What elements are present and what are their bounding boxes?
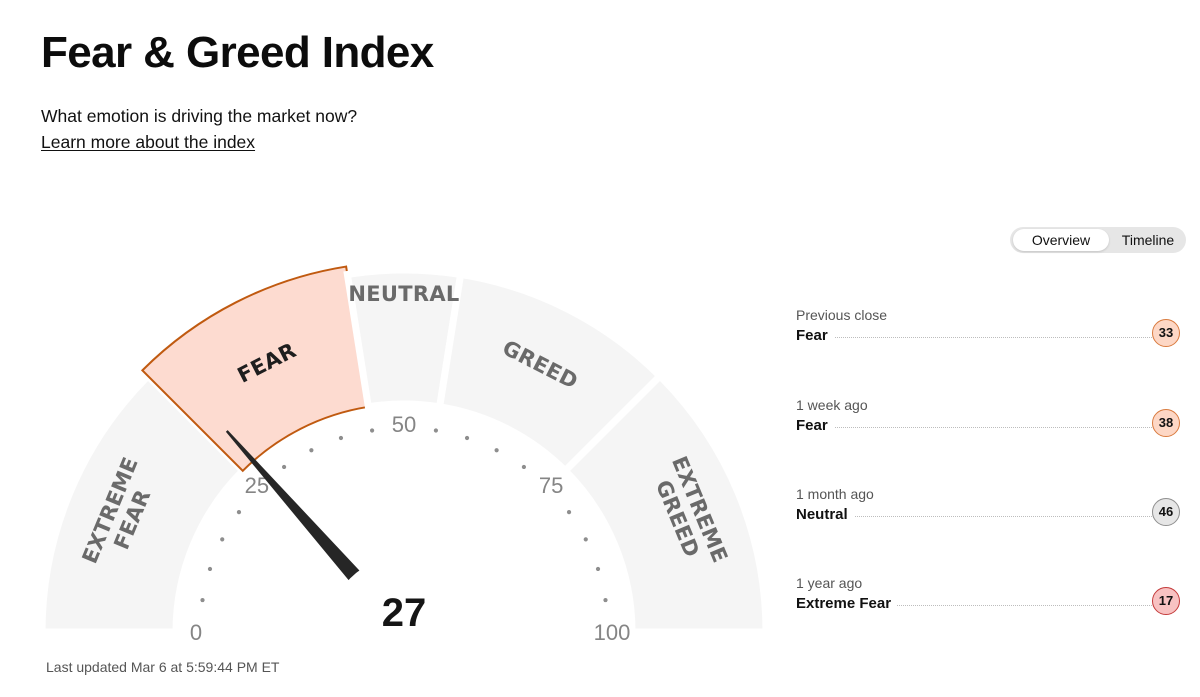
last-updated-text: Last updated Mar 6 at 5:59:44 PM ET (46, 659, 280, 675)
history-value-badge: 33 (1152, 319, 1180, 347)
history-period-label: Previous close (796, 307, 888, 323)
gauge-tick-dot (464, 435, 470, 441)
gauge-tick-dot (281, 464, 287, 470)
history-period-label: 1 month ago (796, 486, 874, 502)
page-title: Fear & Greed Index (41, 28, 434, 77)
gauge-tick-dot (433, 428, 439, 433)
gauge-tick-dot (200, 597, 205, 603)
gauge-tick-dot (566, 509, 572, 515)
gauge-tick-dot (207, 566, 213, 572)
page-subtitle: What emotion is driving the market now? (41, 106, 358, 126)
toggle-overview-button[interactable]: Overview (1013, 229, 1109, 251)
view-toggle: Overview Timeline (1010, 227, 1186, 253)
gauge-tick-label: 75 (539, 473, 563, 498)
history-row-1-week-ago: 1 week ago Fear 38 (796, 397, 1184, 447)
gauge-tick-dot (338, 435, 344, 441)
gauge-segment-extreme-greed (560, 371, 770, 636)
gauge-tick-dot (309, 448, 314, 453)
history-value-badge: 17 (1152, 587, 1180, 615)
history-period-label: 1 year ago (796, 575, 863, 591)
dotted-leader (796, 337, 1154, 338)
history-row-previous-close: Previous close Fear 33 (796, 307, 1184, 357)
gauge-center-disc (328, 556, 480, 697)
history-rating: Extreme Fear (796, 595, 898, 612)
learn-more-link[interactable]: Learn more about the index (41, 132, 256, 152)
history-value-badge: 38 (1152, 409, 1180, 437)
gauge-needle (225, 430, 376, 599)
gauge-segment-fear (140, 265, 370, 473)
history-rating: Fear (796, 327, 834, 344)
gauge-tick-dot (603, 597, 608, 603)
toggle-timeline-button[interactable]: Timeline (1121, 232, 1175, 248)
gauge-tick-dot (583, 537, 588, 542)
history-rating: Neutral (796, 506, 854, 523)
history-period-label: 1 week ago (796, 397, 868, 413)
gauge-tick-dot (236, 509, 242, 515)
gauge-value: 27 (382, 591, 427, 635)
gauge-tick-label: 100 (594, 620, 631, 645)
gauge-tick-label: 0 (190, 620, 202, 645)
history-rating: Fear (796, 417, 834, 434)
history-value-badge: 46 (1152, 498, 1180, 526)
dotted-leader (796, 427, 1154, 428)
gauge-tick-dot (220, 537, 225, 542)
gauge-tick-dot (494, 448, 499, 453)
dotted-leader (796, 605, 1154, 606)
gauge-tick-label: 50 (392, 412, 416, 437)
gauge-tick-dot (521, 464, 527, 470)
gauge-label-neutral: NEUTRAL (348, 282, 459, 306)
history-row-1-year-ago: 1 year ago Extreme Fear 17 (796, 575, 1184, 625)
history-row-1-month-ago: 1 month ago Neutral 46 (796, 486, 1184, 536)
gauge-tick-dot (595, 566, 601, 572)
gauge-tick-dot (369, 428, 375, 433)
fear-greed-gauge: EXTREMEFEARFEARNEUTRALGREEDEXTREMEGREED … (77, 265, 770, 697)
dotted-leader (796, 516, 1154, 517)
